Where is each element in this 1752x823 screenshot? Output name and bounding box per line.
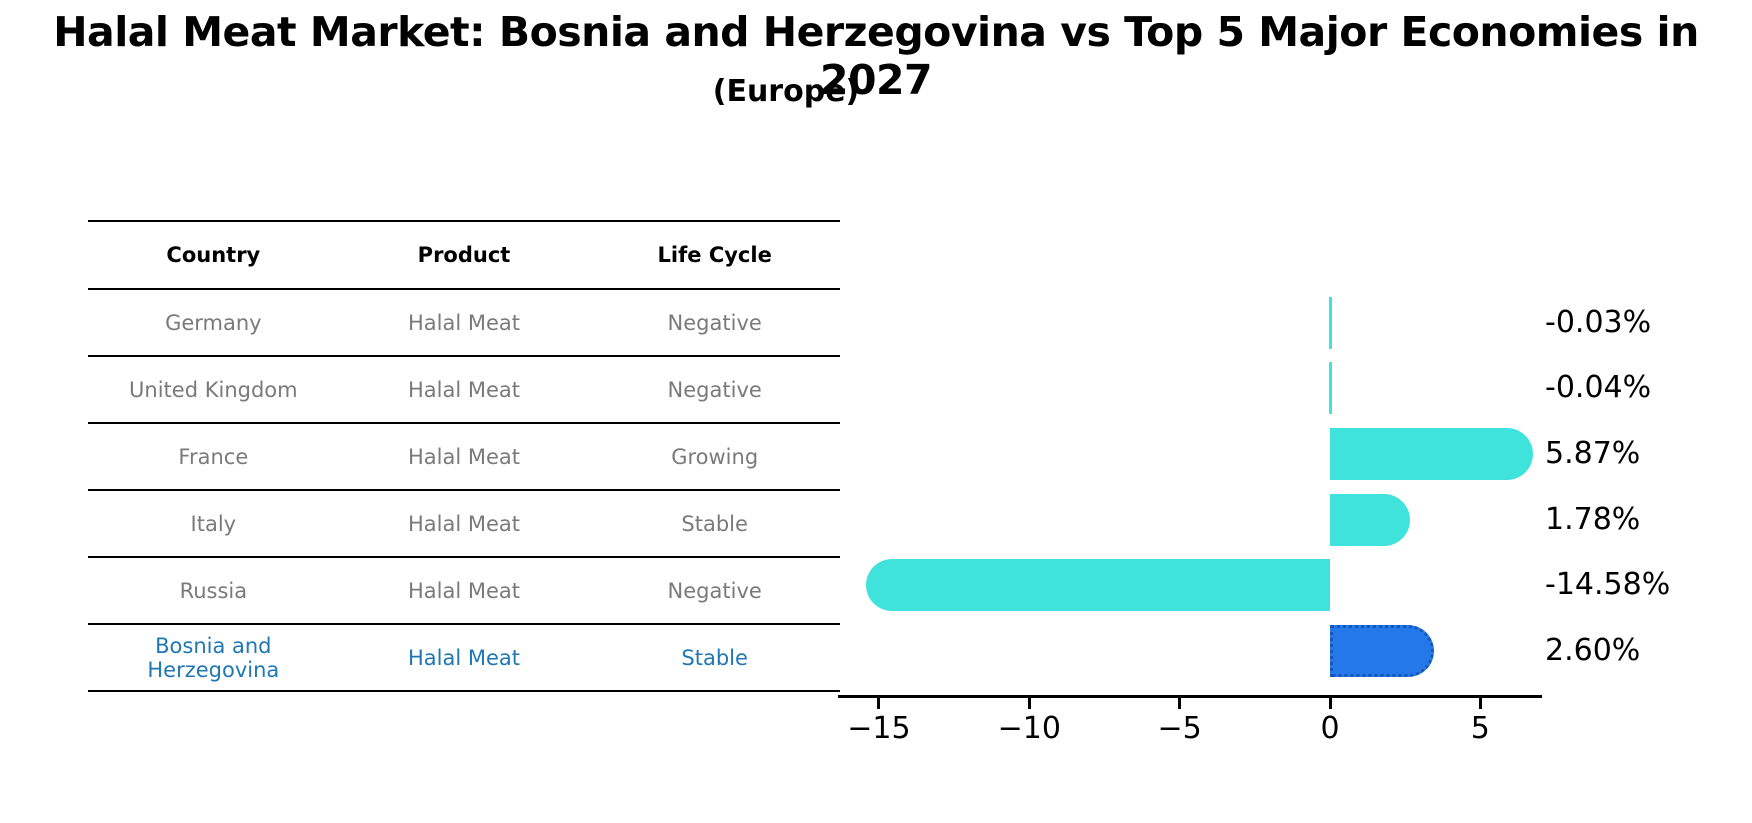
column-header-product: Product [417, 243, 511, 267]
table-row: Russia Halal Meat Negative [88, 558, 840, 625]
cell-country: Germany [165, 310, 262, 335]
value-label: -14.58% [1545, 567, 1671, 603]
table-row-highlighted: Bosnia and Herzegovina Halal Meat Stable [88, 625, 840, 692]
table-header-row: Country Product Life Cycle [88, 222, 840, 290]
column-header-country: Country [166, 243, 261, 267]
cell-life-cycle: Negative [667, 310, 762, 335]
cell-country: France [178, 444, 249, 469]
cell-country: Italy [190, 511, 237, 536]
column-header-life-cycle: Life Cycle [657, 243, 772, 267]
cell-product: Halal Meat [408, 645, 521, 670]
value-label: 5.87% [1545, 435, 1641, 471]
table-row: Italy Halal Meat Stable [88, 491, 840, 558]
table-row: United Kingdom Halal Meat Negative [88, 357, 840, 424]
value-label: 2.60% [1545, 633, 1641, 668]
x-axis-tick [1027, 698, 1031, 709]
x-axis-tick [877, 698, 881, 709]
value-label: -0.03% [1545, 304, 1652, 340]
cell-product: Halal Meat [408, 511, 521, 536]
cell-product: Halal Meat [408, 444, 521, 469]
x-axis-line [838, 695, 1542, 698]
bar-germany [1329, 296, 1332, 349]
x-axis-tick [1328, 698, 1332, 709]
value-label: 1.78% [1545, 501, 1641, 537]
bar-united-kingdom [1329, 362, 1332, 415]
cell-country: Bosnia and Herzegovina [147, 633, 280, 682]
cell-life-cycle: Stable [681, 645, 748, 670]
cell-life-cycle: Negative [667, 377, 762, 402]
chart-subtitle: (Europe) [712, 74, 860, 109]
bar-france [1330, 427, 1533, 480]
country-table: Country Product Life Cycle Germany Halal… [88, 220, 840, 692]
bar-russia [865, 559, 1330, 612]
cell-product: Halal Meat [408, 377, 521, 402]
x-axis-tick-label: 5 [1470, 711, 1490, 746]
x-axis-tick-label: −5 [1157, 711, 1202, 746]
cell-country: Russia [179, 578, 248, 603]
x-axis-tick [1478, 698, 1482, 709]
bar-bosnia-and-herzegovina [1330, 625, 1435, 677]
cell-country: United Kingdom [129, 377, 298, 402]
cell-life-cycle: Growing [671, 444, 759, 469]
x-axis-tick [1178, 698, 1182, 709]
table-row: France Halal Meat Growing [88, 424, 840, 491]
value-label: -0.04% [1545, 370, 1652, 406]
cell-product: Halal Meat [408, 578, 521, 603]
cell-life-cycle: Stable [681, 511, 748, 536]
bar-italy [1330, 493, 1410, 546]
x-axis-tick-label: −15 [847, 711, 911, 746]
x-axis-tick-label: −10 [997, 711, 1061, 746]
page-title: Halal Meat Market: Bosnia and Herzegovin… [53, 8, 1699, 104]
cell-life-cycle: Negative [667, 578, 762, 603]
table-row: Germany Halal Meat Negative [88, 290, 840, 357]
x-axis-tick-label: 0 [1320, 711, 1340, 746]
cell-product: Halal Meat [408, 310, 521, 335]
